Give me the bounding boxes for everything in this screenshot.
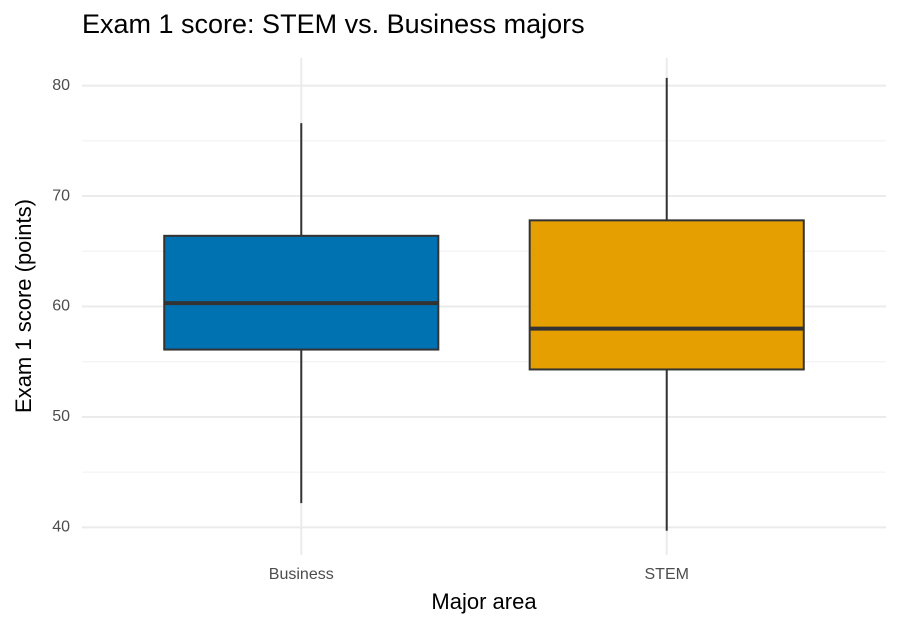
x-tick-label: STEM — [645, 566, 689, 583]
y-tick-label: 50 — [52, 408, 70, 425]
x-tick-label: Business — [269, 566, 334, 583]
box — [163, 234, 440, 351]
box — [528, 219, 805, 371]
y-tick-label: 70 — [52, 187, 70, 204]
y-tick-label: 80 — [52, 77, 70, 94]
x-axis-title: Major area — [431, 589, 537, 614]
y-tick-label: 60 — [52, 298, 70, 315]
chart-title: Exam 1 score: STEM vs. Business majors — [82, 9, 585, 39]
y-tick-label: 40 — [52, 519, 70, 536]
y-axis-title: Exam 1 score (points) — [11, 199, 36, 413]
